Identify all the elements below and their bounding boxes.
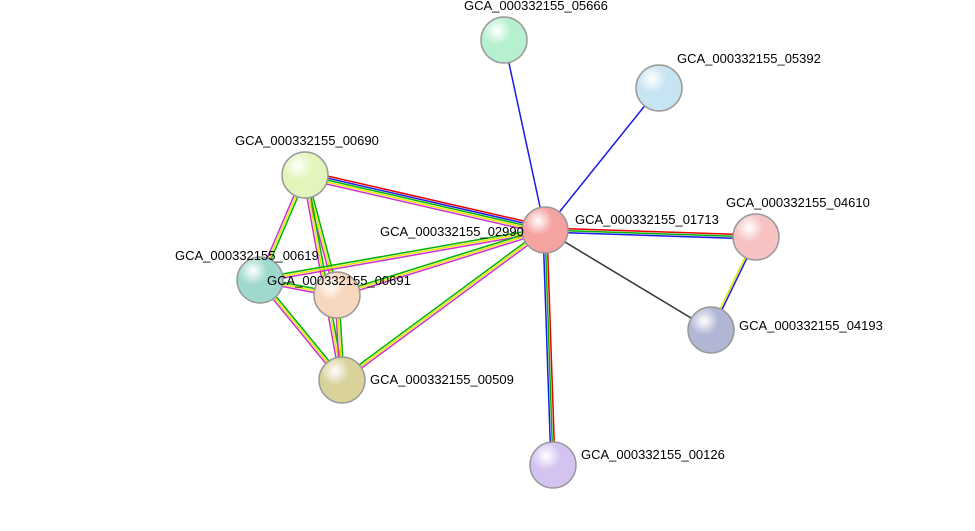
node-circle[interactable] <box>530 442 576 488</box>
edge <box>545 230 553 465</box>
node[interactable] <box>733 214 779 260</box>
edge <box>304 179 544 234</box>
node-label: GCA_000332155_04610 <box>726 195 870 210</box>
node-label: GCA_000332155_00126 <box>581 447 725 462</box>
node[interactable] <box>522 207 568 253</box>
node-circle[interactable] <box>481 17 527 63</box>
node-circle[interactable] <box>688 307 734 353</box>
node-label: GCA_000332155_04193 <box>739 318 883 333</box>
edge <box>547 230 555 465</box>
node-label: GCA_000332155_05666 <box>464 0 608 13</box>
node-circle[interactable] <box>237 257 283 303</box>
node-circle[interactable] <box>282 152 328 198</box>
node-circle[interactable] <box>733 214 779 260</box>
node-label: GCA_000332155_00690 <box>235 133 379 148</box>
network-graph: GCA_000332155_05666 GCA_000332155_05392 GC… <box>0 0 975 531</box>
node-circle[interactable] <box>314 272 360 318</box>
node-circle[interactable] <box>636 65 682 111</box>
node[interactable] <box>688 307 734 353</box>
node[interactable] <box>282 152 328 198</box>
node-label: GCA_000332155_05392 <box>677 51 821 66</box>
node[interactable] <box>530 442 576 488</box>
node[interactable] <box>319 357 365 403</box>
edge <box>305 175 545 230</box>
node[interactable] <box>636 65 682 111</box>
edge <box>260 228 545 278</box>
edge <box>342 230 545 380</box>
edge <box>545 88 659 230</box>
node[interactable] <box>481 17 527 63</box>
node[interactable] <box>314 272 360 318</box>
edge <box>306 171 546 226</box>
node[interactable] <box>237 257 283 303</box>
node-label: GCA_000332155_01713 <box>575 212 719 227</box>
edge <box>338 232 546 297</box>
edge <box>341 228 544 378</box>
edge <box>305 173 545 228</box>
edge <box>543 230 551 465</box>
edge <box>305 177 545 232</box>
edge <box>545 230 711 330</box>
node-label: GCA_000332155_00509 <box>370 372 514 387</box>
edge <box>504 40 545 230</box>
node-circle[interactable] <box>319 357 365 403</box>
node-circle[interactable] <box>522 207 568 253</box>
edge <box>343 232 546 382</box>
